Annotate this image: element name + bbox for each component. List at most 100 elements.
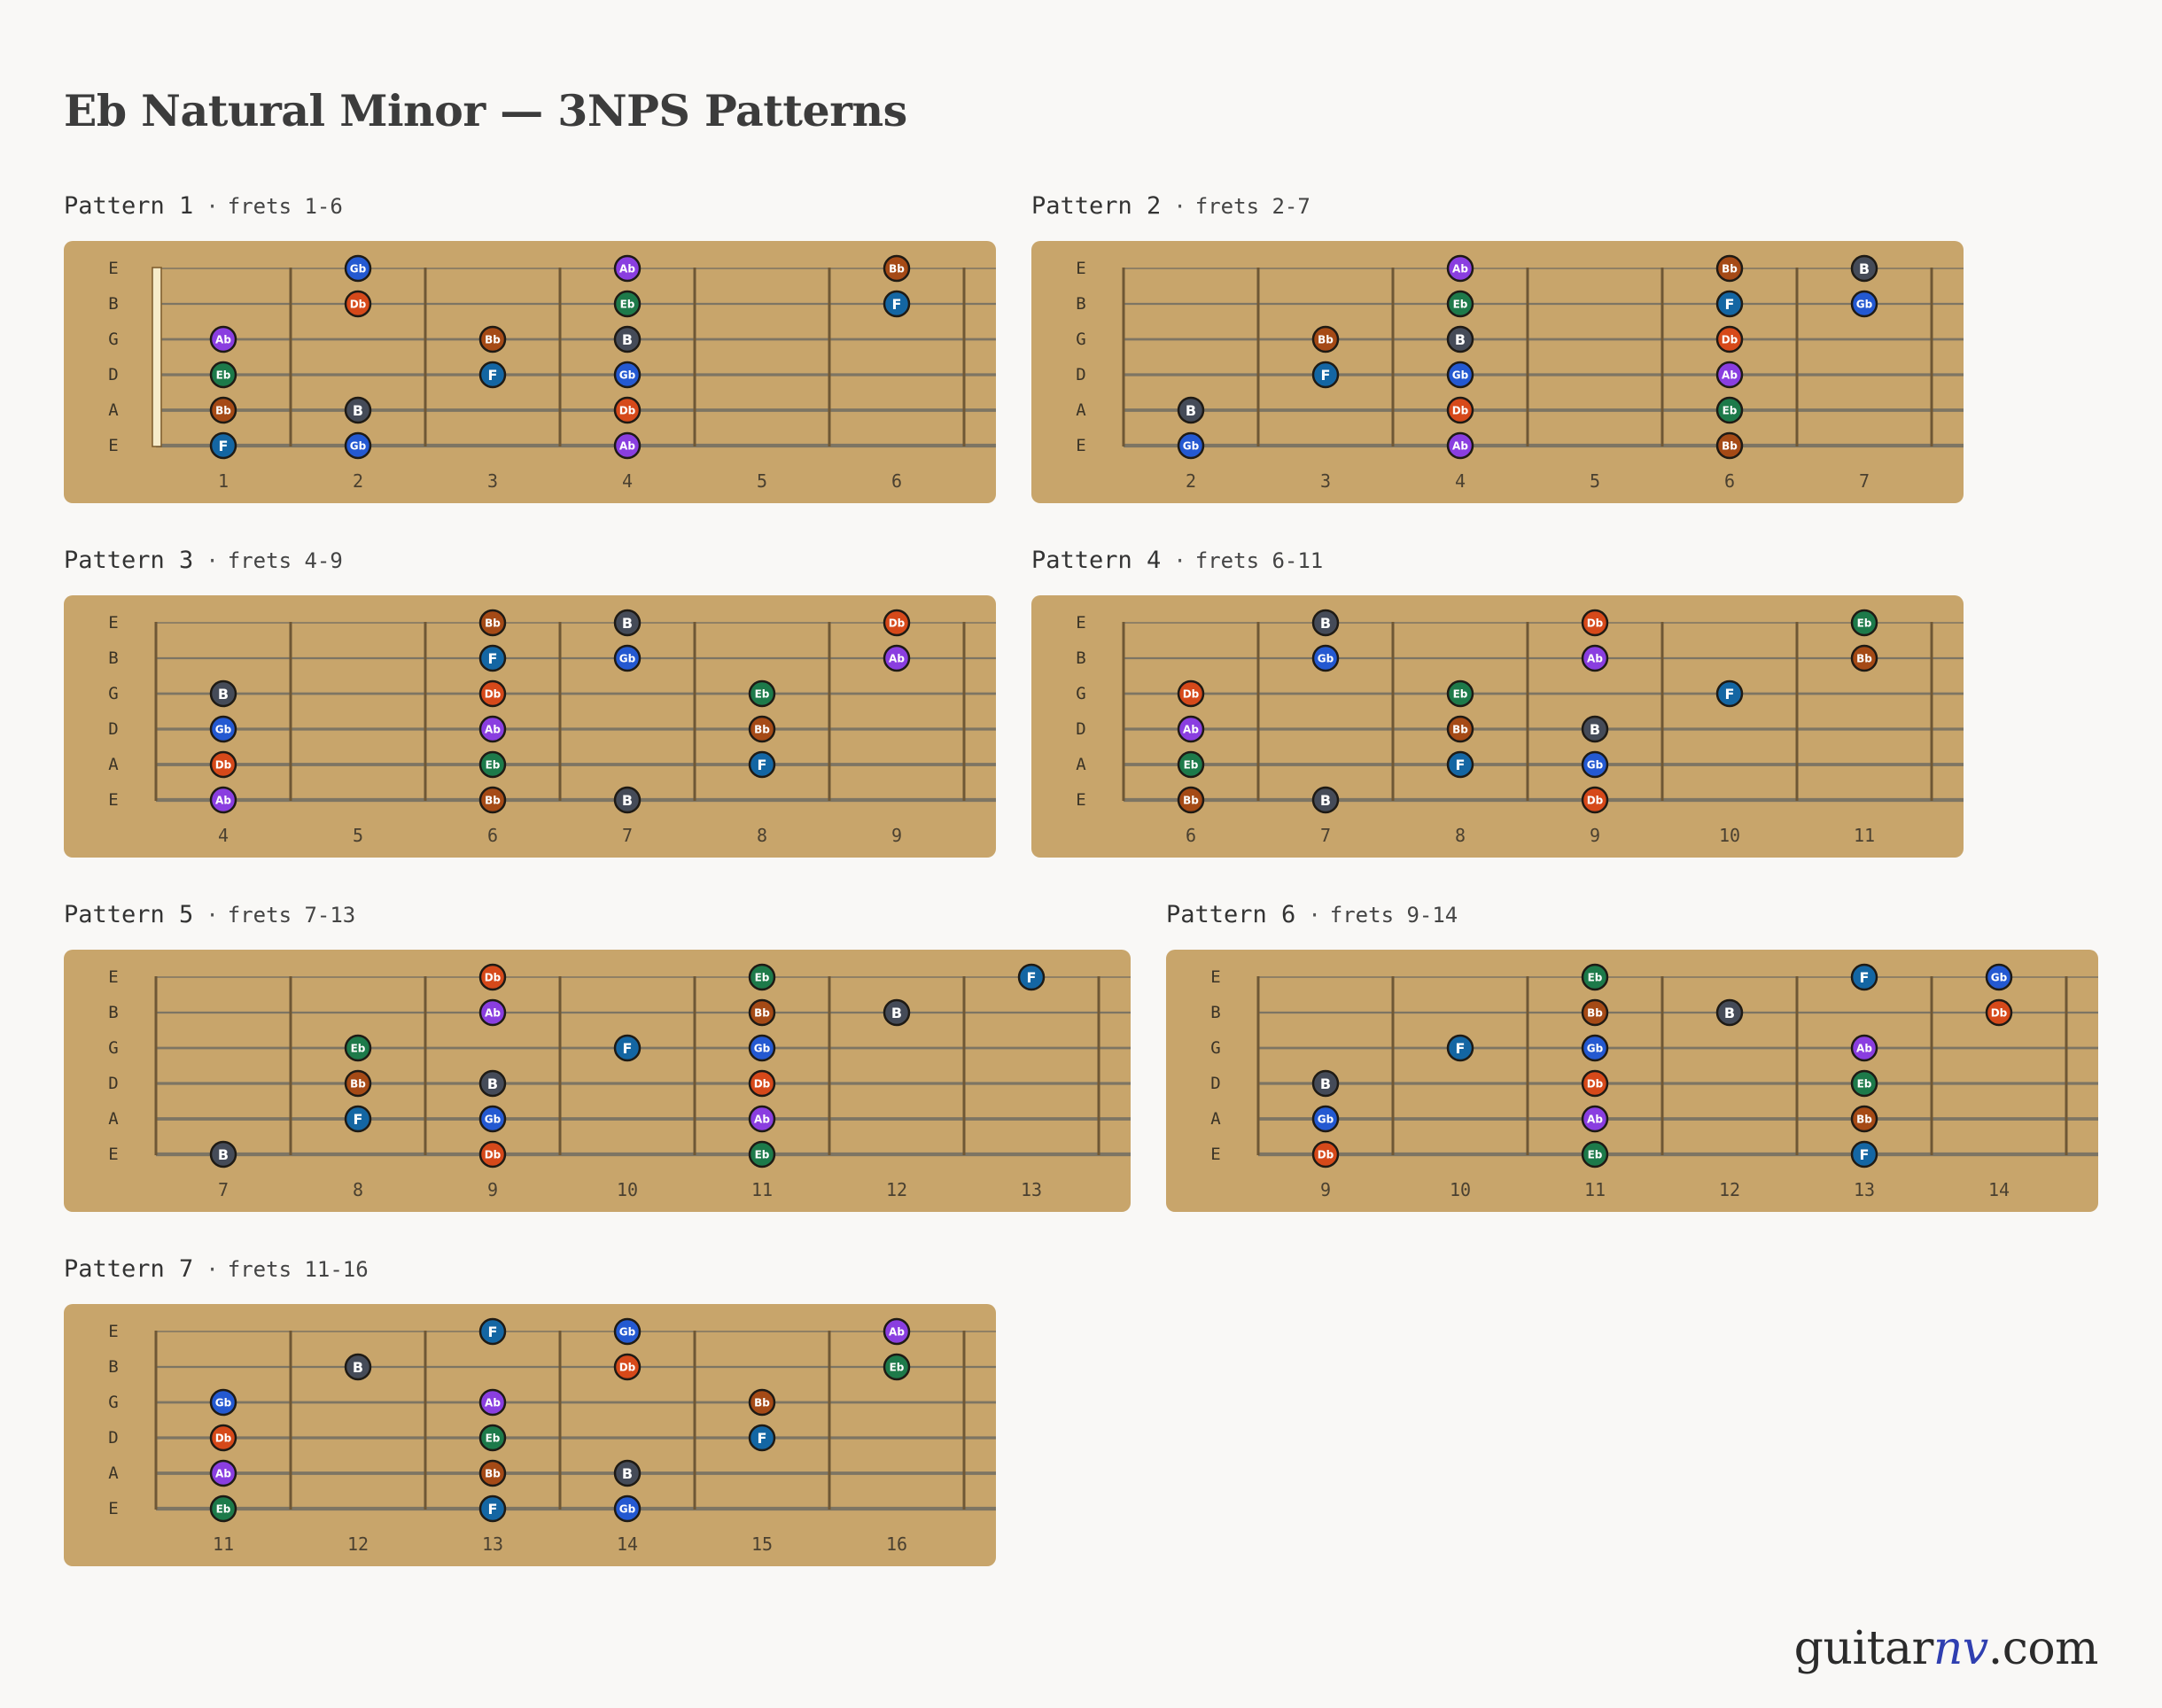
note-marker: Db (613, 396, 642, 424)
brand-logo[interactable]: guitarnv.com (1794, 1618, 2099, 1680)
pattern-header: Pattern 2 · frets 2-7 (1031, 192, 1310, 220)
note-marker: Db (1581, 1069, 1609, 1098)
string-label: A (108, 400, 119, 420)
note-dot (1850, 963, 1878, 991)
fret-number: 16 (886, 1533, 907, 1555)
string-label: E (108, 790, 118, 810)
note-dot (748, 963, 776, 991)
note-label: Ab (889, 653, 905, 665)
note-dot (883, 1317, 911, 1346)
string-label: D (108, 365, 118, 384)
fretboard: E B G D A E 1 2 3 4 5 6 Gb Ab Bb Db Eb F Ab Bb B Eb F Gb Bb B Db F G… (64, 241, 996, 503)
note-label: Eb (755, 1149, 770, 1161)
pattern-header: Pattern 1 · frets 1-6 (64, 192, 343, 220)
note-dot (478, 1388, 507, 1417)
note-label: Bb (889, 263, 905, 276)
string-label: B (108, 1003, 118, 1022)
note-marker: Gb (1581, 750, 1609, 779)
string-label: A (1076, 755, 1086, 774)
note-dot (1311, 1069, 1340, 1098)
note-label: Gb (1587, 759, 1604, 772)
note-label: F (1321, 367, 1331, 384)
note-label: Db (1587, 795, 1604, 807)
note-marker: Ab (1581, 1105, 1609, 1133)
note-marker: B (613, 786, 642, 814)
note-marker: F (748, 1424, 776, 1452)
note-label: Gb (1452, 369, 1469, 382)
note-label: Eb (1723, 405, 1738, 417)
note-marker: F (1850, 963, 1878, 991)
note-label: Db (485, 1149, 502, 1161)
note-dot (1311, 1105, 1340, 1133)
note-label: Gb (1587, 1043, 1604, 1055)
fretboard: E B G D A E 11 12 13 14 15 16 F Gb Ab B Db Eb Gb Ab Bb Db Eb F A… (64, 1304, 996, 1566)
fret-number: 12 (1719, 1179, 1740, 1200)
note-label: F (488, 1501, 498, 1518)
fret-number: 11 (1854, 825, 1875, 846)
note-marker: Db (1177, 679, 1205, 708)
note-marker: Ab (209, 325, 237, 353)
note-dot (1715, 290, 1744, 318)
pattern-fret-range: frets 2-7 (1194, 194, 1310, 219)
fret-number: 14 (1988, 1179, 2010, 1200)
note-dot (1177, 715, 1205, 743)
pattern-fret-range: frets 11-16 (227, 1257, 369, 1282)
pattern-name: Pattern 4 (1031, 547, 1162, 574)
note-label: Db (754, 1078, 771, 1091)
note-label: Db (1587, 617, 1604, 630)
fret-number: 5 (353, 825, 363, 846)
note-dot (883, 290, 911, 318)
note-dot (1715, 431, 1744, 460)
note-dot (1311, 786, 1340, 814)
note-label: B (622, 615, 633, 632)
string-label: G (108, 330, 118, 349)
note-dot (613, 431, 642, 460)
note-marker: F (1850, 1140, 1878, 1168)
note-dot (1177, 786, 1205, 814)
pattern-separator: · (1173, 548, 1186, 573)
string-label: A (108, 1109, 119, 1129)
note-dot (209, 715, 237, 743)
note-marker: Ab (748, 1105, 776, 1133)
note-dot (1177, 396, 1205, 424)
note-marker: F (883, 290, 911, 318)
fret-number: 6 (1724, 470, 1735, 492)
note-dot (883, 1353, 911, 1381)
note-label: Db (1318, 1149, 1334, 1161)
string-label: B (1076, 648, 1085, 668)
note-dot (1581, 715, 1609, 743)
fret-number: 9 (487, 1179, 498, 1200)
note-dot (478, 644, 507, 672)
note-dot (613, 1494, 642, 1523)
note-dot (613, 1034, 642, 1062)
note-marker: Gb (1850, 290, 1878, 318)
note-label: Ab (1452, 440, 1468, 453)
note-dot (748, 750, 776, 779)
note-label: F (1725, 296, 1735, 313)
note-marker: Gb (1311, 644, 1340, 672)
pattern-fret-range: frets 7-13 (227, 903, 356, 928)
note-label: F (219, 438, 229, 454)
note-label: Eb (1588, 1149, 1603, 1161)
note-dot (748, 679, 776, 708)
note-marker: Eb (1446, 290, 1474, 318)
fret-number: 6 (1186, 825, 1196, 846)
note-marker: Gb (344, 254, 372, 283)
note-marker: B (344, 396, 372, 424)
note-dot (1985, 963, 2013, 991)
note-label: B (1590, 721, 1600, 738)
note-label: F (488, 650, 498, 667)
string-label: E (108, 613, 118, 633)
string-label: G (108, 1393, 118, 1412)
fret-number: 3 (1320, 470, 1331, 492)
note-marker: Db (1446, 396, 1474, 424)
note-label: Ab (485, 724, 501, 736)
note-marker: F (209, 431, 237, 460)
note-marker: Ab (209, 786, 237, 814)
note-label: Eb (755, 972, 770, 984)
nut (152, 267, 162, 447)
note-dot (1446, 396, 1474, 424)
note-dot (883, 998, 911, 1027)
